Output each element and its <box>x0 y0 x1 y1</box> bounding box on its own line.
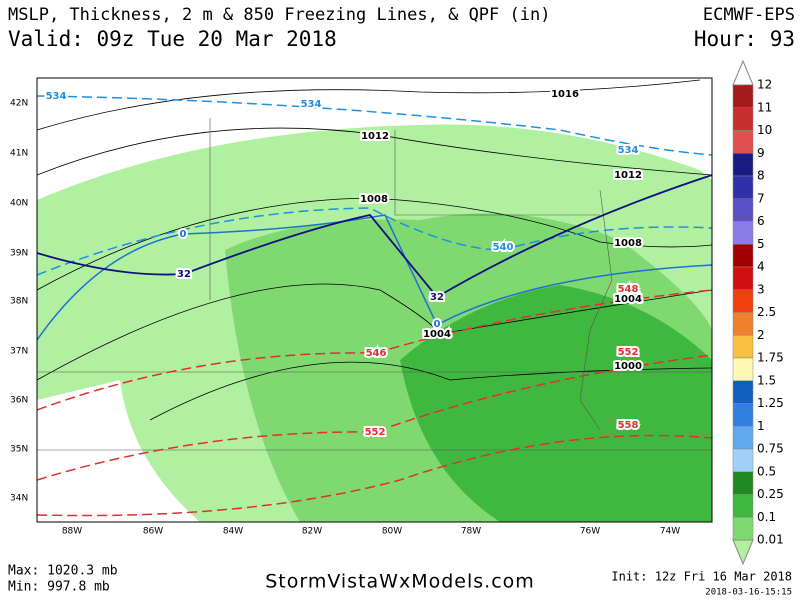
colorbar-label: 0.1 <box>757 510 776 524</box>
lat-label: 36N <box>10 396 28 406</box>
colorbar-label: 9 <box>757 146 765 160</box>
min-pressure: Min: 997.8 mb <box>8 580 110 595</box>
lon-label: 80W <box>382 527 402 537</box>
contour-label: 1016 <box>551 89 579 100</box>
lat-label: 40N <box>10 199 28 209</box>
colorbar-swatch <box>732 175 754 199</box>
lon-label: 74W <box>660 527 680 537</box>
colorbar-swatch <box>732 84 754 108</box>
colorbar-swatch <box>732 494 754 518</box>
colorbar-label: 0.25 <box>757 487 784 501</box>
colorbar-label: 10 <box>757 123 772 137</box>
colorbar-label: 11 <box>757 100 772 114</box>
lat-label: 39N <box>10 249 28 259</box>
site-name: StormVistaWxModels.com <box>265 571 535 593</box>
contour-label: 1008 <box>614 238 642 249</box>
max-pressure: Max: 1020.3 mb <box>8 564 118 579</box>
colorbar-swatch <box>732 244 754 268</box>
colorbar-label: 1 <box>757 419 765 433</box>
contour-label: 0 <box>434 319 441 330</box>
colorbar-swatch <box>732 403 754 427</box>
lon-label: 86W <box>143 527 163 537</box>
colorbar-swatch <box>732 198 754 222</box>
colorbar-label: 5 <box>757 237 765 251</box>
colorbar-label: 0.01 <box>757 533 784 547</box>
colorbar-arrow <box>732 59 754 86</box>
lat-label: 34N <box>10 494 28 504</box>
colorbar-label: 3 <box>757 282 765 296</box>
valid-time: Valid: 09z Tue 20 Mar 2018 <box>8 27 337 51</box>
colorbar-arrow <box>732 539 754 566</box>
colorbar-label: 4 <box>757 260 765 274</box>
colorbar-swatch <box>732 517 754 541</box>
contour-label: 1008 <box>360 194 388 205</box>
contour-label: 534 <box>46 91 67 102</box>
lat-label: 42N <box>10 99 28 109</box>
timestamp: 2018-03-16-15:15 <box>705 588 792 598</box>
colorbar-label: 1.25 <box>757 396 784 410</box>
title: MSLP, Thickness, 2 m & 850 Freezing Line… <box>8 5 550 25</box>
colorbar-label: 0.75 <box>757 442 784 456</box>
colorbar-swatch <box>732 107 754 131</box>
model-name: ECMWF-EPS <box>703 5 795 25</box>
contour-label: 1004 <box>614 294 642 305</box>
colorbar-swatch <box>732 266 754 290</box>
lat-label: 38N <box>10 297 28 307</box>
contour-label: 1012 <box>614 170 642 181</box>
contour-label: 552 <box>618 347 639 358</box>
contour-label: 534 <box>618 145 639 156</box>
lon-label: 88W <box>62 527 82 537</box>
colorbar-label: 1.5 <box>757 373 776 387</box>
contour-label: 32 <box>430 292 444 303</box>
contour-label: 1000 <box>614 361 642 372</box>
contour-label: 534 <box>301 99 322 110</box>
lat-label: 41N <box>10 149 28 159</box>
colorbar-label: 7 <box>757 191 765 205</box>
contour-label: 548 <box>618 284 639 295</box>
colorbar-label: 8 <box>757 169 765 183</box>
contour-label: 1004 <box>423 329 451 340</box>
init-time: Init: 12z Fri 16 Mar 2018 <box>611 570 792 584</box>
colorbar-swatch <box>732 130 754 154</box>
colorbar-label: 2.5 <box>757 305 776 319</box>
colorbar-swatch <box>732 357 754 381</box>
contour-label: 558 <box>618 420 639 431</box>
lat-label: 35N <box>10 445 28 455</box>
colorbar-label: 6 <box>757 214 765 228</box>
colorbar-label: 1.75 <box>757 351 784 365</box>
colorbar-label: 2 <box>757 328 765 342</box>
forecast-hour: Hour: 93 <box>694 27 795 51</box>
lon-label: 84W <box>223 527 243 537</box>
colorbar-swatch <box>732 426 754 450</box>
contour-label: 0 <box>180 229 187 240</box>
colorbar-swatch <box>732 448 754 472</box>
contour-label: 546 <box>366 348 387 359</box>
contour-label: 1012 <box>361 131 389 142</box>
contour-label: 552 <box>365 427 386 438</box>
lon-label: 82W <box>302 527 322 537</box>
contour-label: 540 <box>493 242 514 253</box>
colorbar-swatch <box>732 289 754 313</box>
colorbar-swatch <box>732 221 754 245</box>
colorbar-swatch <box>732 153 754 177</box>
map: 42N 41N 40N 39N 38N 37N 36N 35N 34N 88W … <box>10 77 713 537</box>
colorbar-label: 0.5 <box>757 464 776 478</box>
colorbar-label: 12 <box>757 78 772 92</box>
colorbar-swatch <box>732 312 754 336</box>
colorbar-swatch <box>732 380 754 404</box>
colorbar-swatch <box>732 471 754 495</box>
colorbar-swatch <box>732 335 754 359</box>
contour-label: 32 <box>177 269 191 280</box>
colorbar: 12 11 10 9 8 7 6 5 4 3 2.5 2 1.75 1.5 1.25 1 0.75 0.5 0.25… <box>732 59 784 566</box>
lon-label: 78W <box>461 527 481 537</box>
lat-label: 37N <box>10 347 28 357</box>
lon-label: 76W <box>580 527 600 537</box>
